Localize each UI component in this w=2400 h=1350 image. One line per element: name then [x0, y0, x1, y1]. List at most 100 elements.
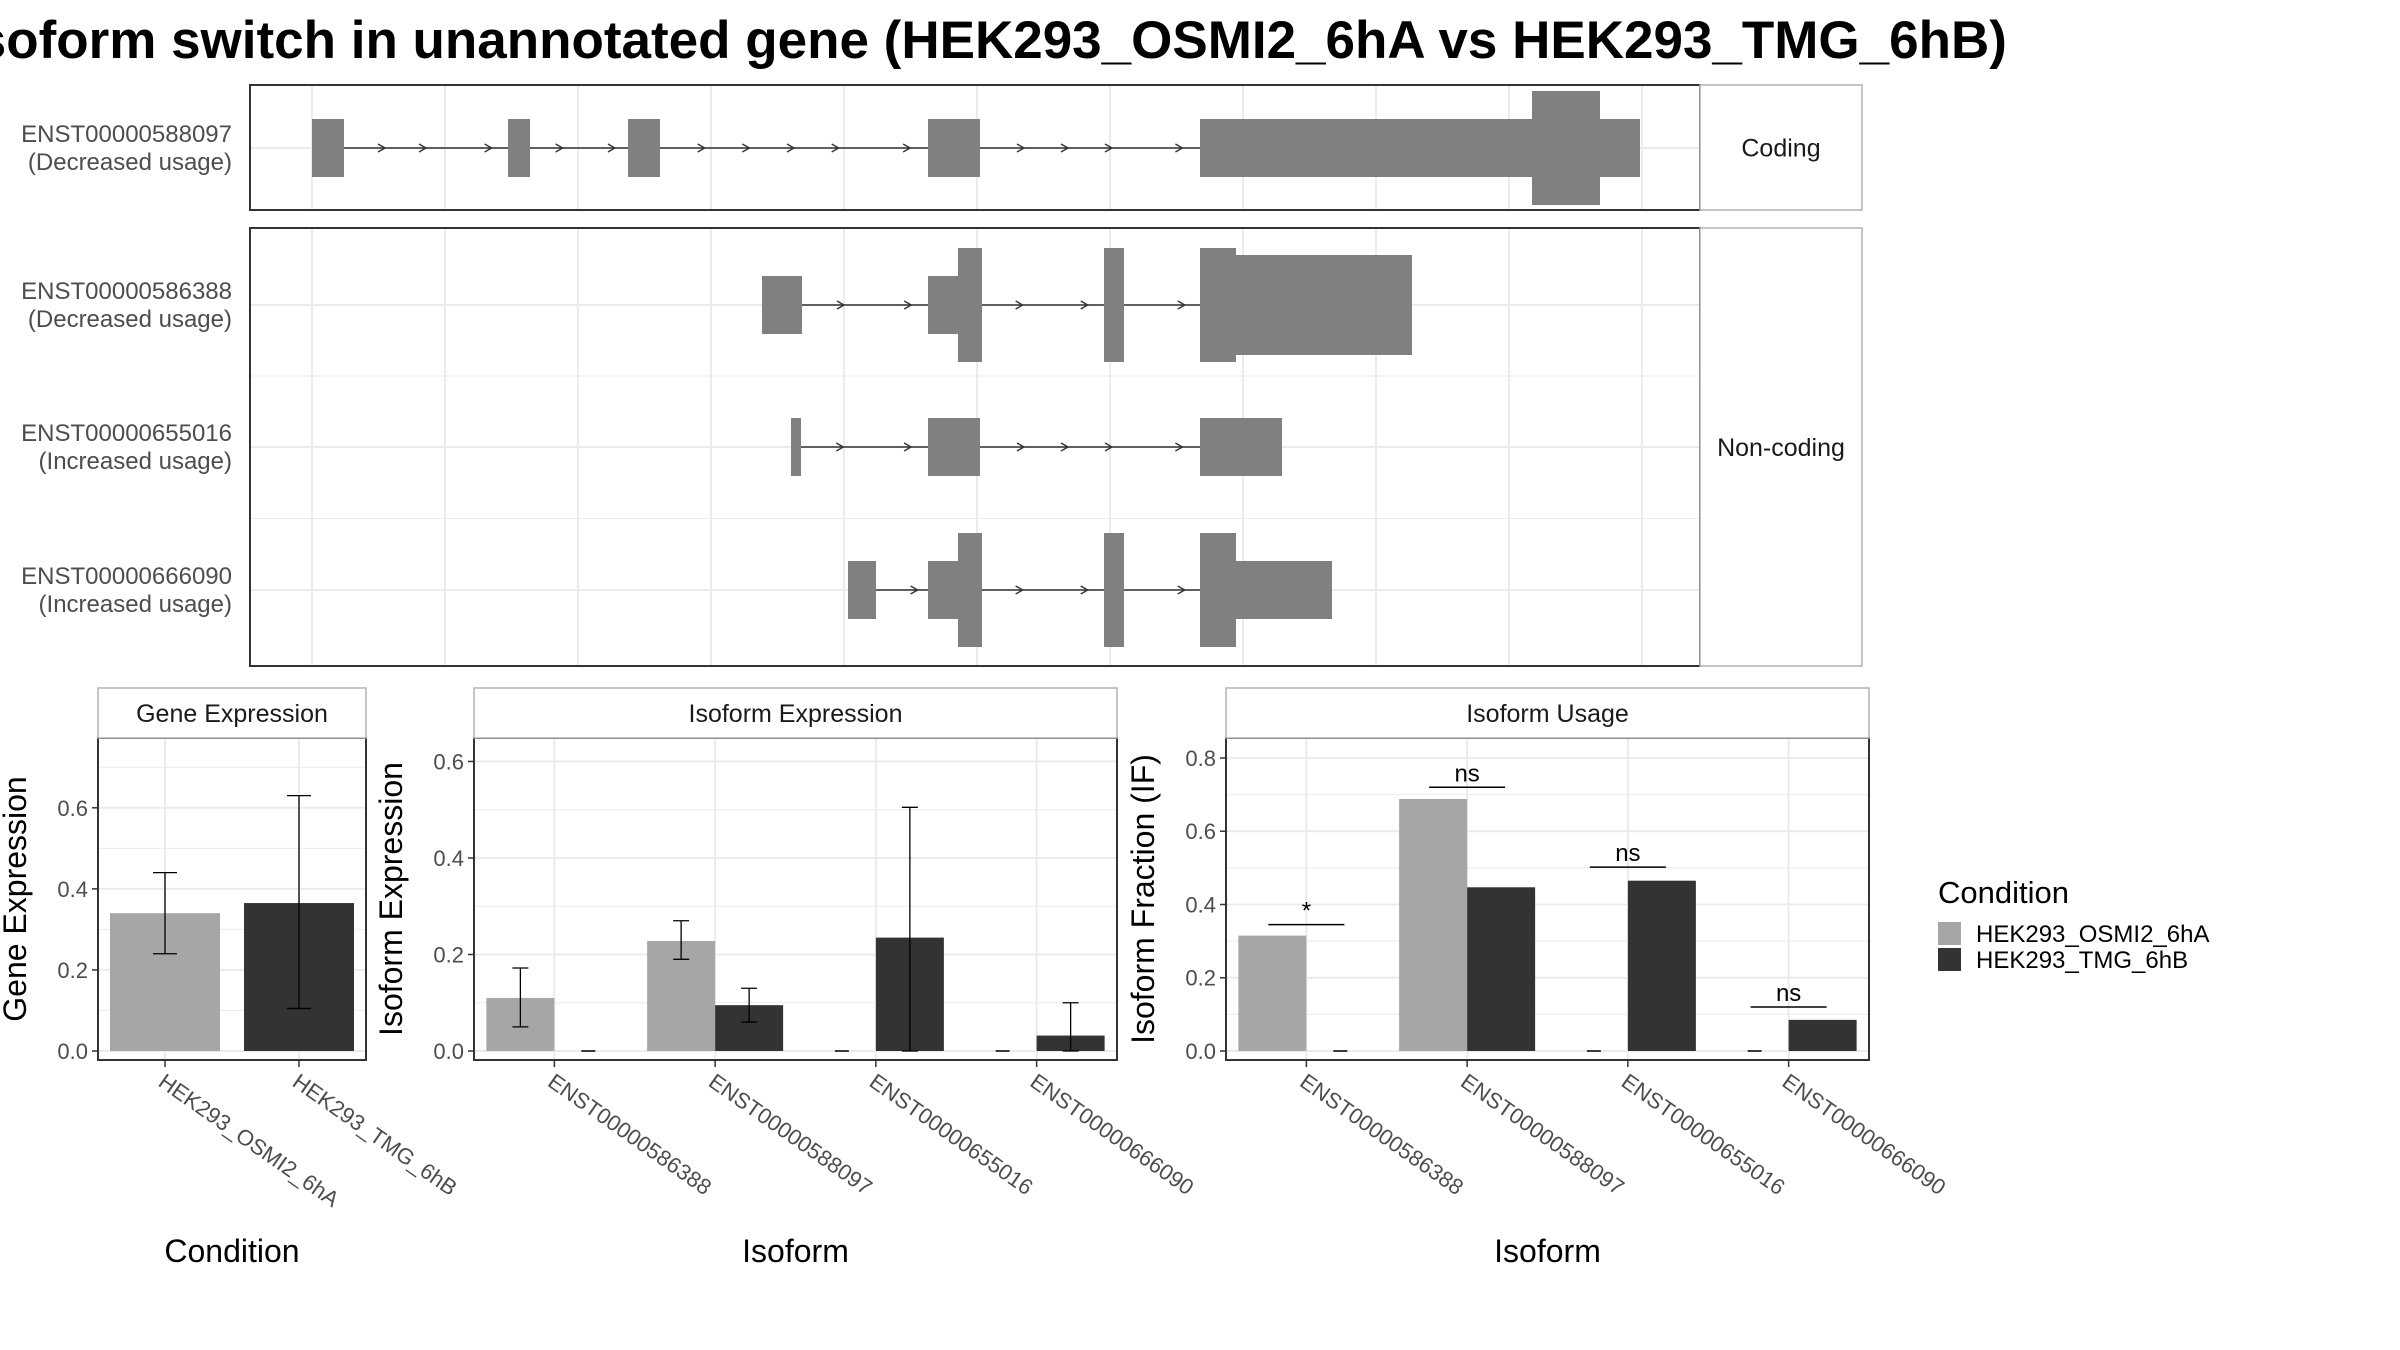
intron-arrow	[1104, 143, 1114, 153]
isoform-usage-ytick-label: 0.2	[1185, 966, 1216, 991]
transcript-id-label: ENST00000655016	[21, 420, 232, 447]
isoform-expression-strip	[473, 687, 1118, 739]
isoform-usage-x-axis-title: Isoform	[1494, 1233, 1601, 1269]
isoform-usage-significance-label: ns	[1454, 760, 1479, 787]
intron-arrow	[1016, 442, 1026, 452]
gene-expression-ytick-label: 0.0	[57, 1039, 88, 1064]
intron-arrow	[741, 143, 751, 153]
gene-expression-ytick-label: 0.2	[57, 958, 88, 983]
intron-arrow	[1104, 442, 1114, 452]
isoform-usage-ytick-label: 0.6	[1185, 819, 1216, 844]
isoform-usage-y-axis-title: Isoform Fraction (IF)	[1125, 754, 1161, 1044]
isoform-usage-panel-bg	[1226, 738, 1869, 1060]
intron-arrow	[836, 300, 846, 310]
isoform-usage-significance-label: ns	[1776, 980, 1801, 1007]
intron-arrow	[786, 143, 796, 153]
noncoding-strip-label: Non-coding	[1717, 434, 1845, 462]
intron-arrow	[377, 143, 387, 153]
exon	[848, 561, 876, 619]
intron-arrow	[1175, 143, 1184, 153]
isoform-usage-bar	[1788, 1019, 1857, 1051]
exon	[928, 418, 980, 476]
exon	[928, 119, 980, 177]
transcript-usage-label: (Increased usage)	[39, 448, 232, 475]
intron-arrow	[903, 300, 913, 310]
exon	[762, 276, 802, 334]
intron-arrow	[1060, 442, 1070, 452]
isoform-usage-significance-label: *	[1302, 898, 1311, 925]
figure-title: Isoform switch in unannotated gene (HEK2…	[0, 11, 2007, 70]
intron-arrow	[484, 143, 494, 153]
isoform-usage-ytick-label: 0.4	[1185, 892, 1216, 917]
exon	[1200, 418, 1282, 476]
exon	[1532, 91, 1600, 205]
isoform-usage-strip-label: Isoform Usage	[1466, 700, 1629, 728]
isoform-usage-bar	[1399, 799, 1468, 1051]
intron-arrow	[835, 442, 845, 452]
isoform-expression-xtick-label: ENST00000666090	[1026, 1069, 1199, 1200]
transcript-id-label: ENST00000586388	[21, 278, 232, 305]
isoform-usage-xtick-label: ENST00000655016	[1617, 1069, 1790, 1200]
gene-expression-x-axis-title: Condition	[164, 1233, 299, 1269]
isoform-expression-xtick-label: ENST00000586388	[544, 1069, 717, 1200]
exon	[628, 119, 660, 177]
isoform-usage-xtick-label: ENST00000588097	[1456, 1069, 1629, 1200]
isoform-expression-panel-bg	[474, 738, 1117, 1060]
isoform-usage-ytick-label: 0.0	[1185, 1039, 1216, 1064]
isoform-usage-xtick-label: ENST00000666090	[1778, 1069, 1951, 1200]
exon	[1200, 533, 1236, 647]
exon	[1200, 119, 1532, 177]
isoform-expression-x-axis-title: Isoform	[742, 1233, 849, 1269]
intron-arrow	[902, 143, 912, 153]
legend-swatch	[1938, 922, 1961, 945]
coding-strip-label: Coding	[1741, 135, 1820, 163]
isoform-expression-ytick-label: 0.4	[433, 846, 464, 871]
legend-item-label: HEK293_OSMI2_6hA	[1976, 921, 2209, 948]
exon	[958, 533, 982, 647]
isoform-expression-ytick-label: 0.6	[433, 749, 464, 774]
exon	[1104, 533, 1124, 647]
transcript-id-label: ENST00000588097	[21, 121, 232, 148]
exon	[958, 248, 982, 362]
legend-swatch	[1938, 948, 1961, 971]
exon	[1236, 255, 1412, 355]
intron-arrow	[1015, 585, 1025, 595]
transcript-usage-label: (Increased usage)	[39, 591, 232, 618]
isoform-expression-y-axis-title: Isoform Expression	[373, 762, 409, 1036]
intron-arrow	[555, 143, 565, 153]
transcript-id-label: ENST00000666090	[21, 563, 232, 590]
isoform-expression-xtick-label: ENST00000655016	[865, 1069, 1038, 1200]
intron-arrow	[910, 585, 920, 595]
isoform-usage-ytick-label: 0.8	[1185, 746, 1216, 771]
coding-strip	[1699, 84, 1863, 211]
intron-arrow	[697, 143, 707, 153]
isoform-expression-strip-label: Isoform Expression	[689, 700, 903, 728]
isoform-usage-significance-label: ns	[1615, 840, 1640, 867]
intron-arrow	[1175, 442, 1184, 452]
intron-arrow	[1016, 143, 1026, 153]
isoform-usage-bar	[1238, 935, 1307, 1051]
intron-arrow	[607, 143, 617, 153]
intron-arrow	[1015, 300, 1025, 310]
exon	[791, 418, 801, 476]
intron-arrow	[831, 143, 841, 153]
transcript-usage-label: (Decreased usage)	[28, 306, 232, 333]
intron-arrow	[1177, 300, 1187, 310]
noncoding-strip	[1699, 227, 1863, 667]
isoform-usage-bar	[1627, 880, 1696, 1051]
intron-arrow	[1080, 300, 1090, 310]
gene-expression-ytick-label: 0.6	[57, 796, 88, 821]
gene-expression-strip	[97, 687, 367, 739]
exon	[1600, 119, 1640, 177]
intron-arrow	[418, 143, 428, 153]
intron-arrow	[903, 442, 913, 452]
exon	[1104, 248, 1124, 362]
exon	[508, 119, 530, 177]
exon	[928, 561, 958, 619]
legend-item-label: HEK293_TMG_6hB	[1976, 947, 2188, 974]
figure-body: Coding ENST00000588097 (Decreased usage) No…	[0, 84, 2209, 1269]
intron-arrow	[1177, 585, 1187, 595]
isoform-usage-bar	[1467, 887, 1536, 1051]
exon	[1236, 561, 1332, 619]
isoform-expression-xtick-label: ENST00000588097	[704, 1069, 877, 1200]
